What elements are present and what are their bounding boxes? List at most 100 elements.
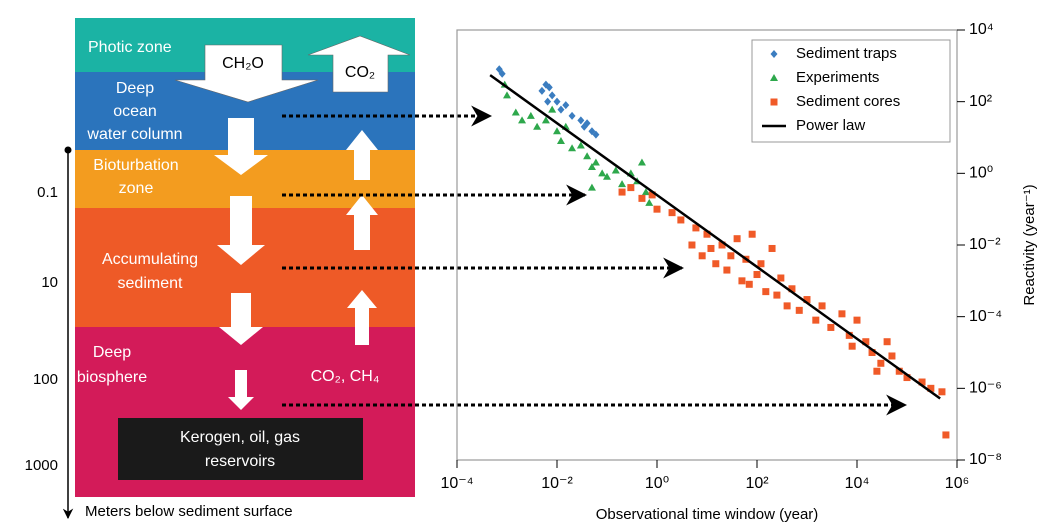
point bbox=[707, 245, 714, 252]
point bbox=[562, 101, 569, 109]
point bbox=[553, 127, 561, 134]
point bbox=[569, 112, 576, 120]
point bbox=[669, 209, 676, 216]
point bbox=[544, 98, 551, 106]
point bbox=[712, 260, 719, 267]
point bbox=[677, 216, 684, 223]
point bbox=[938, 388, 945, 395]
zone-label: Deep bbox=[93, 344, 131, 361]
point bbox=[796, 307, 803, 314]
x-tick-label: 10⁻⁴ bbox=[440, 475, 473, 492]
point bbox=[723, 267, 730, 274]
point bbox=[512, 108, 520, 115]
point bbox=[942, 431, 949, 438]
point bbox=[727, 252, 734, 259]
reservoir-box bbox=[118, 418, 363, 480]
zone-label: biosphere bbox=[77, 369, 147, 386]
point bbox=[773, 292, 780, 299]
point bbox=[654, 206, 661, 213]
point bbox=[749, 231, 756, 238]
x-axis-label: Observational time window (year) bbox=[596, 506, 819, 523]
point bbox=[538, 87, 545, 95]
y-tick-label: 10⁻⁴ bbox=[969, 308, 1002, 325]
y-axis-label: Reactivity (year⁻¹) bbox=[1021, 184, 1038, 305]
zone-label: Photic zone bbox=[88, 39, 172, 56]
point bbox=[583, 152, 591, 159]
legend-label: Sediment cores bbox=[796, 93, 900, 110]
point bbox=[884, 338, 891, 345]
point bbox=[619, 189, 626, 196]
point bbox=[734, 235, 741, 242]
point bbox=[592, 159, 600, 166]
figure: Photic zone Deep ocean water column Biot… bbox=[0, 0, 1045, 528]
series bbox=[619, 184, 950, 438]
reservoir-label: Kerogen, oil, gas bbox=[180, 429, 300, 446]
zone-label: Bioturbation bbox=[93, 157, 178, 174]
point bbox=[888, 352, 895, 359]
depth-tick-label: 0.1 bbox=[37, 184, 58, 201]
point bbox=[503, 91, 511, 98]
flux-label: CO₂, CH₄ bbox=[311, 368, 380, 385]
point bbox=[568, 144, 576, 151]
zone-label: zone bbox=[119, 180, 154, 197]
point bbox=[618, 180, 626, 187]
point bbox=[854, 317, 861, 324]
point bbox=[638, 195, 645, 202]
point bbox=[819, 302, 826, 309]
flux-label: CH₂O bbox=[222, 55, 264, 72]
point bbox=[518, 116, 526, 123]
point bbox=[688, 242, 695, 249]
point bbox=[627, 184, 634, 191]
point bbox=[598, 169, 606, 176]
point bbox=[527, 112, 535, 119]
y-tick-label: 10⁴ bbox=[969, 21, 994, 38]
point bbox=[577, 116, 584, 124]
point bbox=[645, 199, 653, 206]
legend-label: Sediment traps bbox=[796, 45, 897, 62]
x-tick-label: 10⁰ bbox=[645, 475, 669, 492]
y-tick-label: 10⁰ bbox=[969, 165, 993, 182]
reservoir-label: reservoirs bbox=[205, 453, 275, 470]
point bbox=[557, 137, 565, 144]
zone-label: water column bbox=[86, 126, 182, 143]
legend-label: Power law bbox=[796, 117, 865, 134]
point bbox=[638, 159, 646, 166]
x-tick-label: 10² bbox=[745, 475, 769, 492]
point bbox=[873, 368, 880, 375]
point bbox=[769, 245, 776, 252]
point bbox=[738, 277, 745, 284]
y-tick-label: 10⁻⁸ bbox=[969, 451, 1002, 468]
y-tick-label: 10⁻⁶ bbox=[969, 380, 1002, 397]
point bbox=[557, 106, 564, 114]
depth-axis-origin bbox=[65, 147, 72, 154]
point bbox=[757, 260, 764, 267]
zone-label: ocean bbox=[113, 103, 157, 120]
point bbox=[784, 302, 791, 309]
point bbox=[812, 317, 819, 324]
point bbox=[838, 310, 845, 317]
x-tick-label: 10⁻² bbox=[541, 475, 573, 492]
x-tick-label: 10⁶ bbox=[945, 475, 969, 492]
point bbox=[554, 98, 561, 106]
point bbox=[777, 274, 784, 281]
point bbox=[877, 360, 884, 367]
depth-tick-label: 100 bbox=[33, 371, 58, 388]
flux-label: CO₂ bbox=[345, 64, 375, 81]
point bbox=[849, 343, 856, 350]
x-tick-label: 10⁴ bbox=[845, 475, 870, 492]
depth-tick-label: 10 bbox=[41, 274, 58, 291]
point bbox=[699, 252, 706, 259]
point bbox=[588, 184, 596, 191]
legend-swatch bbox=[771, 99, 778, 106]
zone-label: sediment bbox=[118, 275, 183, 292]
y-tick-label: 10² bbox=[969, 93, 993, 110]
point bbox=[533, 123, 541, 130]
point bbox=[827, 324, 834, 331]
depth-tick-label: 1000 bbox=[25, 457, 58, 474]
point bbox=[762, 288, 769, 295]
point bbox=[746, 281, 753, 288]
point bbox=[549, 91, 556, 99]
legend-label: Experiments bbox=[796, 69, 879, 86]
point bbox=[548, 106, 556, 113]
point bbox=[754, 271, 761, 278]
